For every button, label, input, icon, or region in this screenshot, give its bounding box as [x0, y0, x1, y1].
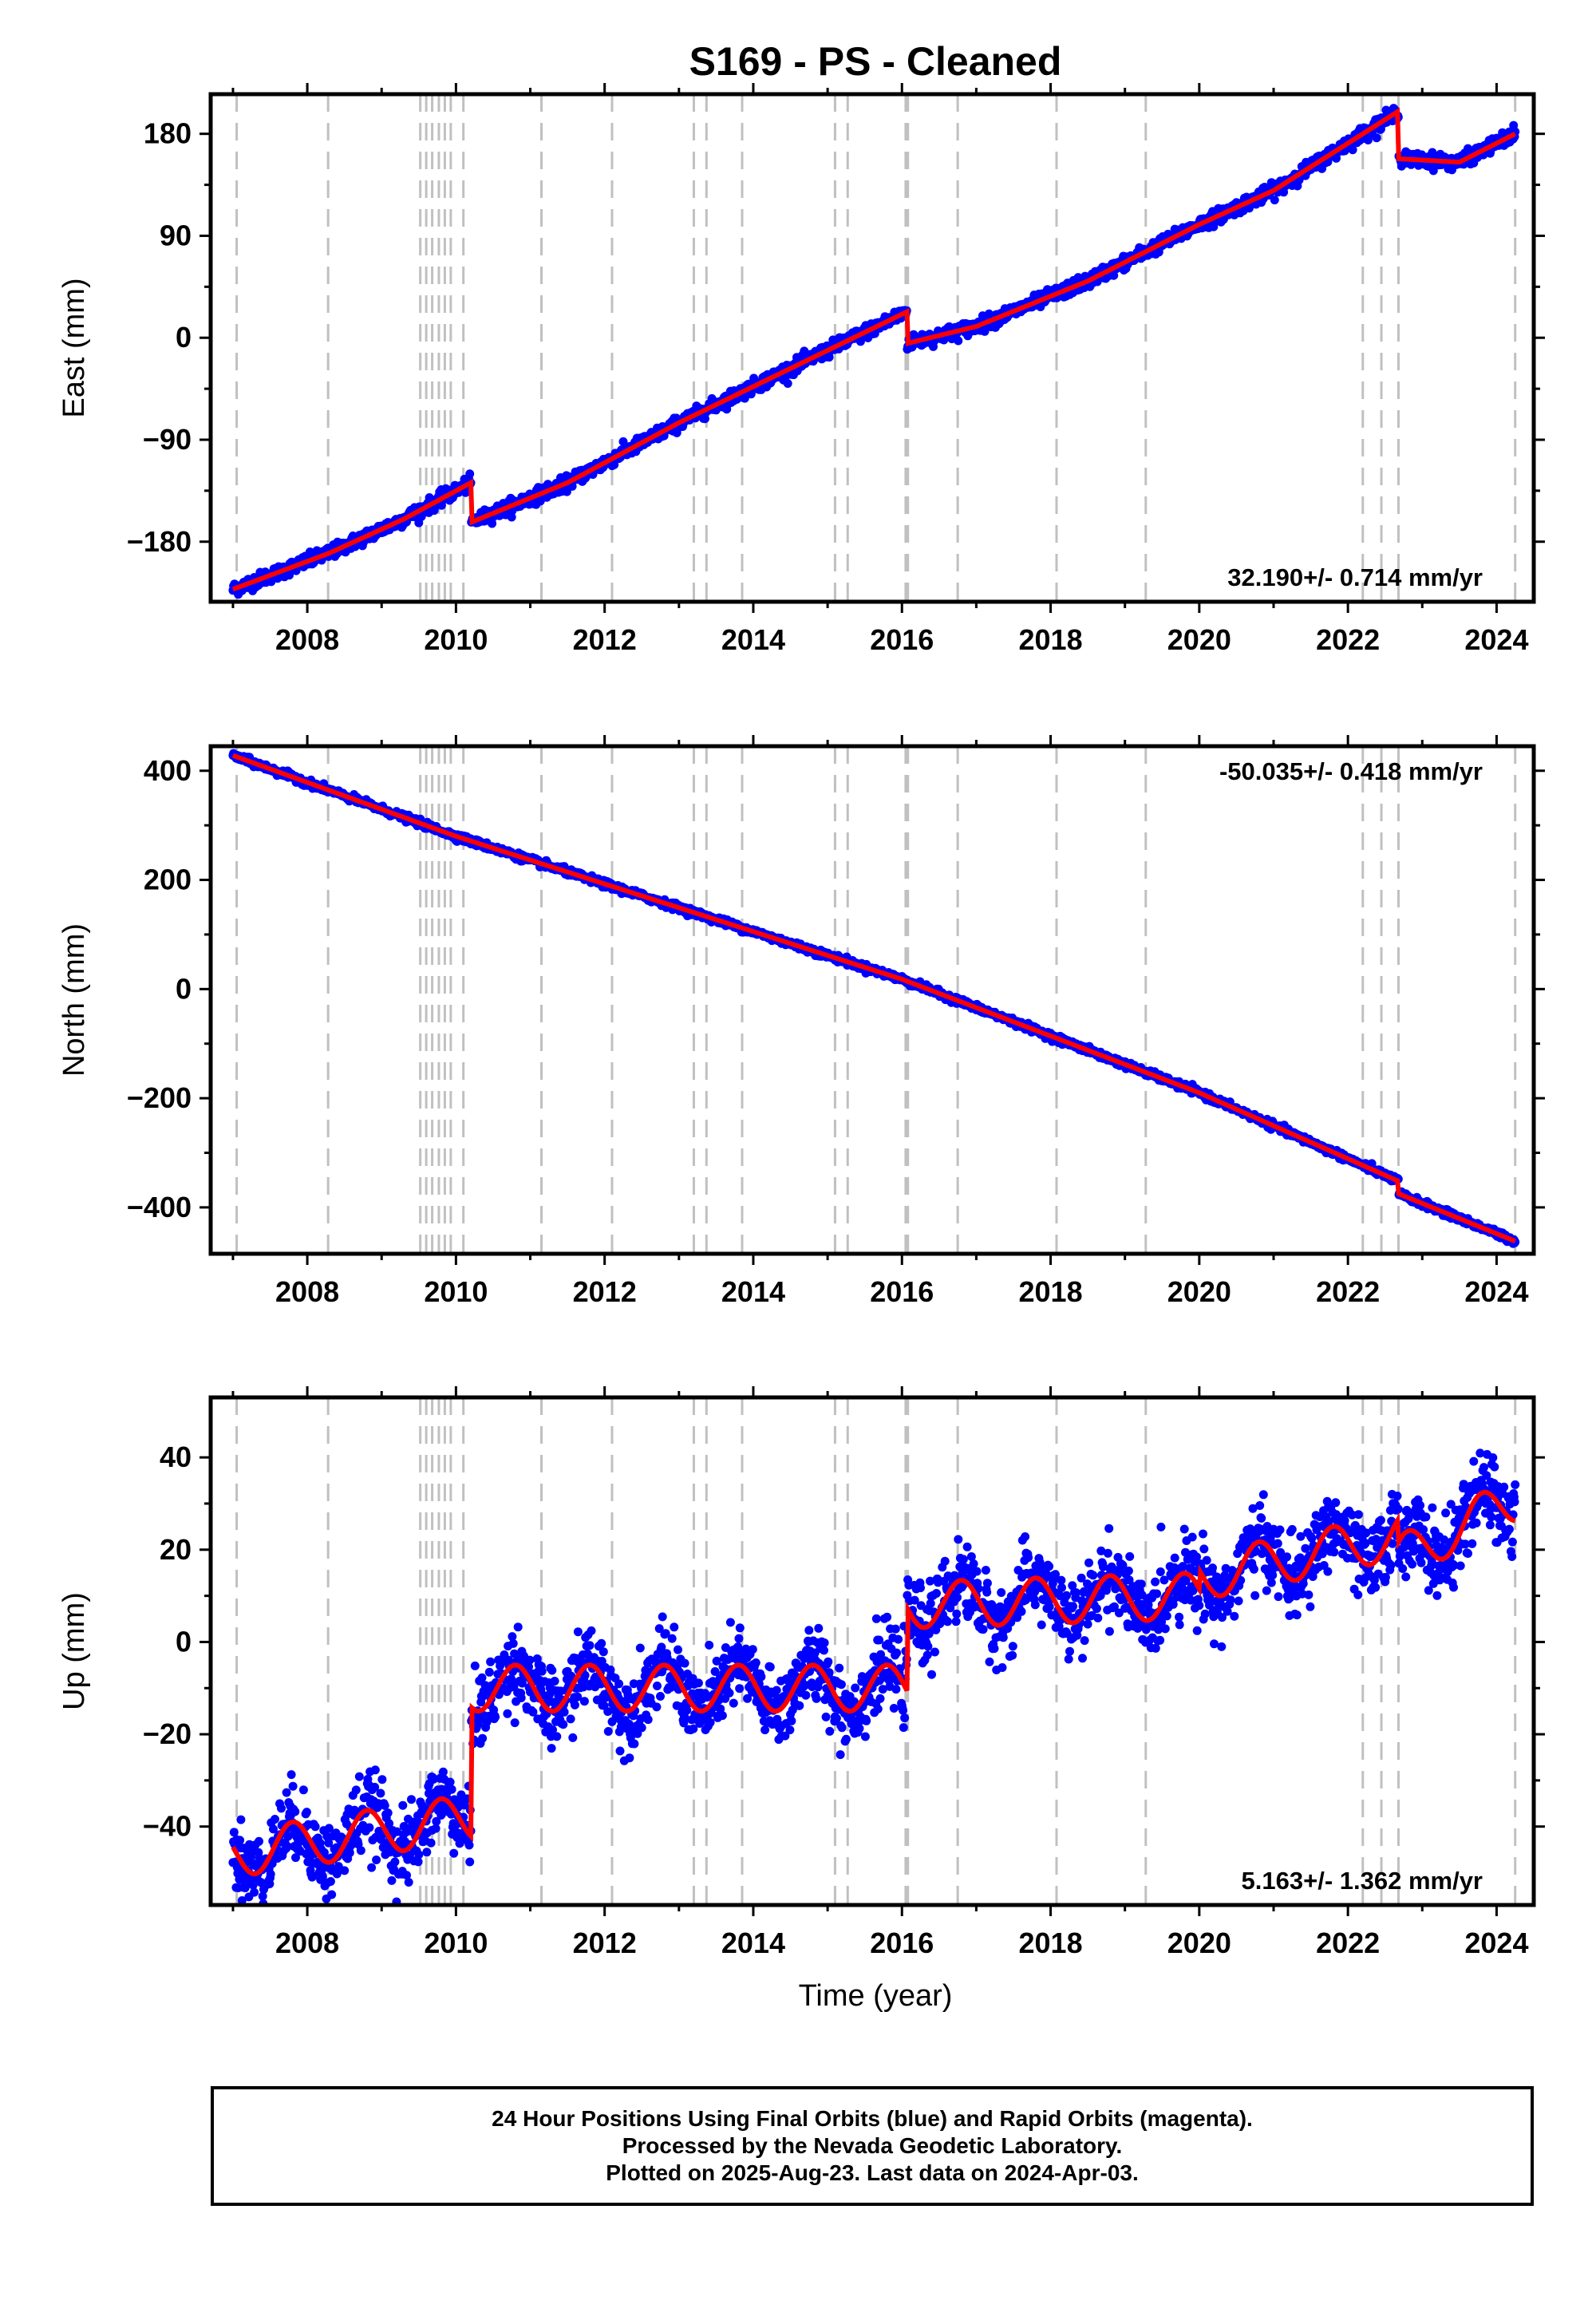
north-panel: 2008 2010 2012 2014 2016 2018 2020 2022 2024−400…: [57, 735, 1545, 1308]
data-point: [1270, 196, 1279, 205]
data-point: [1348, 145, 1357, 155]
x-axis: 2008 2010 2012 2014 2016 2018 2020 2022 2024: [231, 735, 1528, 1308]
rate-annotation: 32.190+/- 0.714 mm/yr: [1227, 563, 1483, 591]
plot-frame: [208, 744, 1536, 1256]
data-point: [1109, 271, 1119, 280]
data-point: [1428, 166, 1438, 176]
plot-frame: [208, 92, 1536, 604]
x-tick-label: 2010: [424, 623, 488, 656]
x-tick-label: 2024: [1464, 623, 1528, 656]
y-tick-label: 180: [144, 117, 192, 150]
data-point: [954, 336, 963, 346]
y-tick-label: −90: [143, 423, 192, 456]
x-tick-label: 2020: [1167, 623, 1231, 656]
x-tick-label: 2018: [1019, 623, 1083, 656]
y-tick-label: 0: [176, 321, 192, 354]
data-point: [1372, 133, 1381, 143]
data-point: [507, 512, 516, 522]
chart-title: S169 - PS - Cleaned: [689, 39, 1062, 84]
data-point: [488, 519, 497, 528]
x-tick-label: 2008: [275, 623, 339, 656]
data-point: [855, 337, 865, 346]
data-point: [465, 469, 475, 479]
model-fit-line: [231, 107, 1517, 592]
x-tick-label: 2022: [1316, 623, 1380, 656]
data-point: [567, 481, 577, 491]
model-fit-line: [231, 753, 1516, 1244]
x-axis: 2008 2010 2012 2014 2016 2018 2020 2022 2024: [231, 83, 1528, 656]
data-point: [783, 379, 792, 388]
data-points: [228, 104, 1520, 599]
x-tick-label: 2012: [573, 623, 637, 656]
y-tick-label: 90: [160, 219, 192, 251]
east-panel: 2008 2010 2012 2014 2016 2018 2020 2022 2024 −180…: [57, 83, 1545, 656]
x-tick-label: 2014: [721, 623, 785, 656]
y-tick-label: −180: [127, 525, 192, 558]
y-axis: −180 −90 0 90 180: [127, 117, 1545, 558]
x-tick-label: 2016: [870, 623, 934, 656]
y-axis-label: East (mm): [57, 278, 91, 417]
